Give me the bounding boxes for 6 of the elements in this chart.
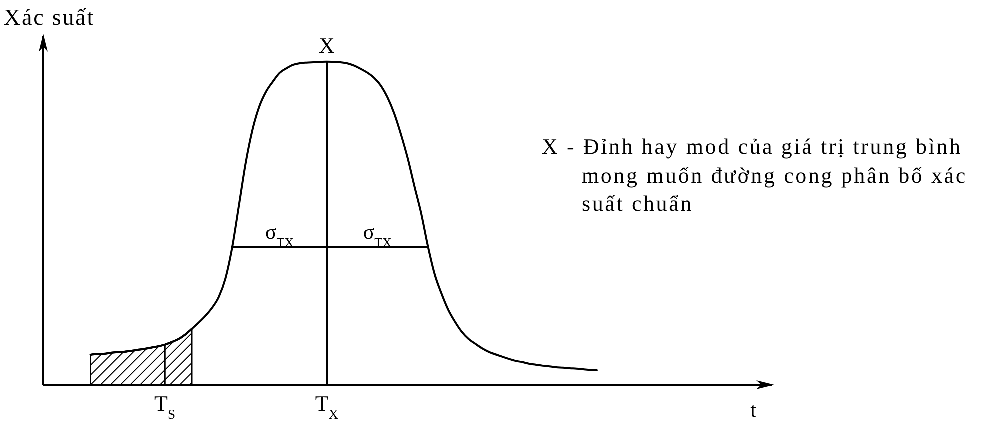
x-tick-label: T$_{S}$: [154, 391, 176, 422]
ref-line-label: X: [319, 32, 336, 58]
x-tick-label: T$_{X}$: [315, 391, 339, 422]
x-axis-title: t: [750, 398, 756, 423]
y-axis-title: Xác suất: [4, 5, 96, 31]
annotation: X - Đỉnh hay mod của giá trị trung bình mong muốn đường cong phân bố xác suất chuẩn: [542, 133, 968, 218]
